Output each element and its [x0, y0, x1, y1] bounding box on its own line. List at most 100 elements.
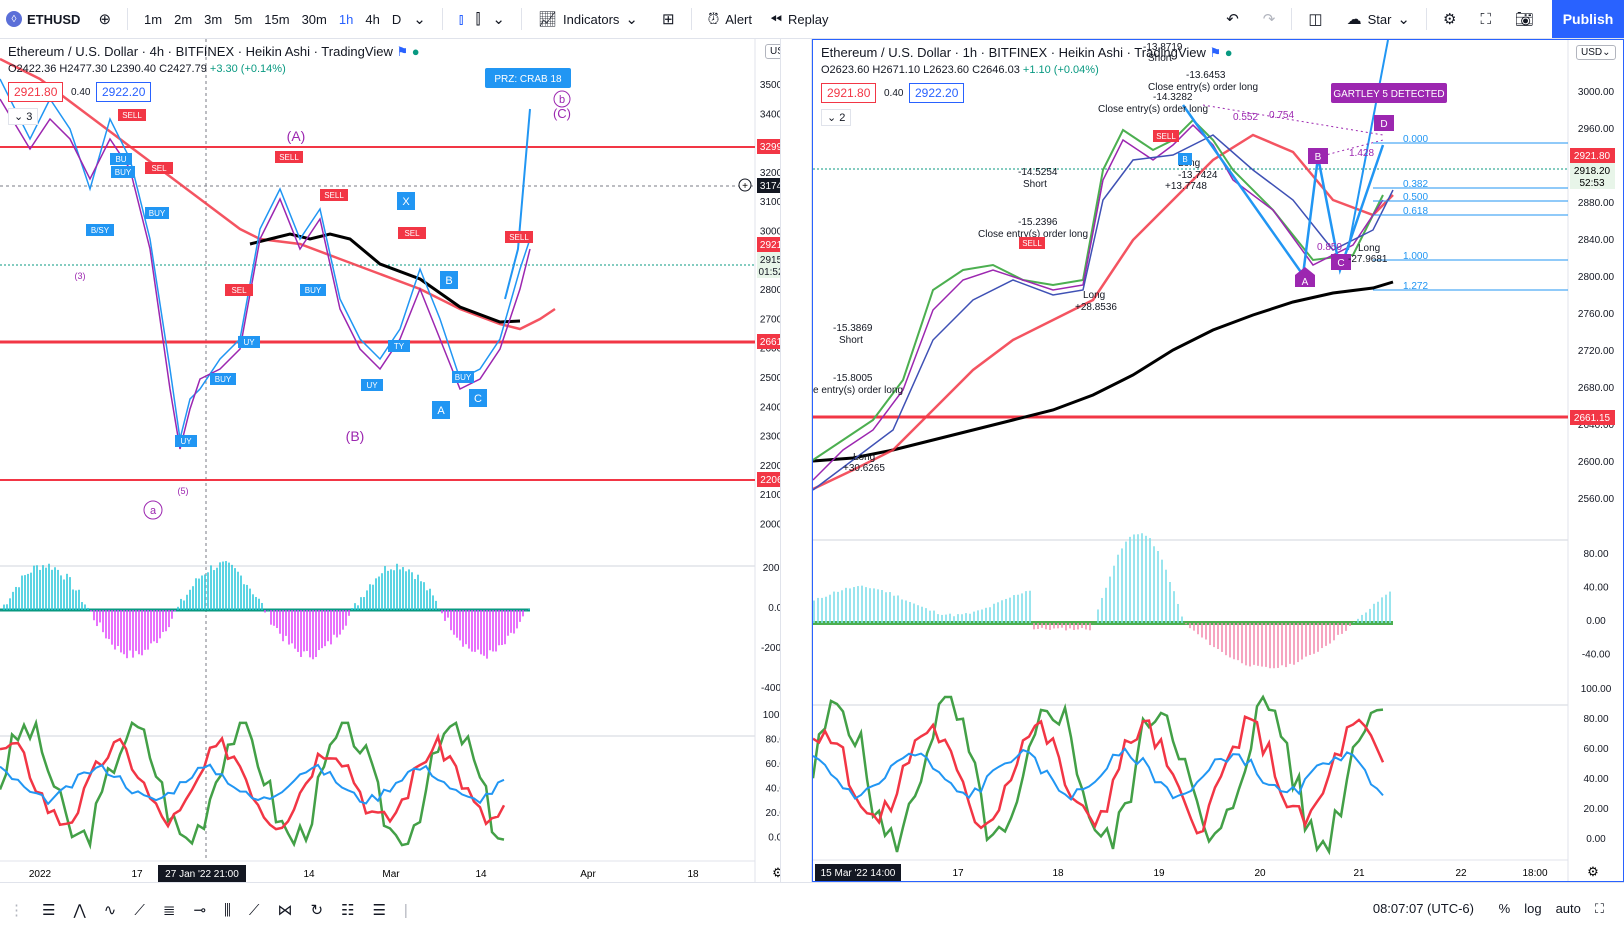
point-a-marker[interactable] [1295, 267, 1315, 287]
right-chart-legend[interactable]: Ethereum / U.S. Dollar · 1h · BITFINEX ·… [821, 45, 1233, 61]
fib-level-label: 0.000 [1403, 134, 1428, 145]
candles-icon: ⫿ [475, 10, 481, 28]
gartley-banner[interactable] [1331, 83, 1447, 103]
time-tick: 20 [1254, 868, 1266, 879]
right-chart-canvas[interactable]: 0.000 0.382 0.500 0.618 1.000 1.272 A B C D G… [813, 40, 1623, 881]
replay-button[interactable]: ⏪︎ Replay [758, 0, 834, 39]
osc-tick: -200.00 [761, 643, 780, 654]
bar-timer: 52:53 [1579, 178, 1604, 189]
compare-button[interactable]: ⊕ [86, 0, 123, 39]
snapshot-button[interactable]: 📷︎ [1503, 0, 1546, 39]
left-chart-legend[interactable]: Ethereum / U.S. Dollar · 4h · BITFINEX ·… [8, 44, 420, 60]
clock[interactable]: 08:07:07 (UTC-6) [1372, 901, 1474, 916]
chevron-down-icon: ⌄ [14, 111, 24, 123]
left-currency-select[interactable]: USD⌄ [765, 44, 780, 59]
trend-line-icon[interactable]: ⟋ [134, 901, 145, 919]
pattern-x-box[interactable] [397, 192, 415, 210]
symbol-label: ETHUSD [27, 11, 81, 27]
pattern-icon[interactable]: ⋀ [73, 902, 86, 919]
time-tick: 17 [952, 868, 964, 879]
auto-scale-button[interactable]: auto [1555, 901, 1581, 916]
interval-1h[interactable]: 1h [338, 11, 354, 27]
left-time-axis[interactable]: 2022 17 14 Mar 14 Apr 18 [29, 869, 699, 880]
alert-button[interactable]: ⏰︎ Alert [696, 0, 758, 39]
xabcd-icon[interactable]: ⋈ [277, 902, 293, 919]
interval-D[interactable]: D [391, 11, 402, 27]
interval-15m[interactable]: 15m [264, 11, 290, 27]
interval-5m[interactable]: 5m [234, 11, 253, 27]
right-osc-axis[interactable]: 80.00 40.00 0.00 -40.00 [1582, 549, 1611, 661]
chart-type-button[interactable]: ⫾ ⫿ ⌄ [447, 0, 517, 39]
right-time-axis[interactable]: 17 18 19 20 21 22 18:00 [952, 868, 1548, 879]
pattern-b-box[interactable] [440, 271, 458, 289]
right-currency-select[interactable]: USD⌄ [1576, 45, 1616, 60]
ema-mid-line [0, 98, 531, 450]
rsi-tick: 60.00 [765, 759, 780, 770]
fib-icon[interactable]: ≣ [162, 902, 176, 919]
templates-button[interactable]: ⊞ [650, 0, 687, 39]
time-tick: 17 [131, 869, 143, 880]
publish-button[interactable]: Publish [1552, 0, 1624, 38]
flag-icon[interactable]: ⚑ [396, 44, 409, 59]
left-chart-panel[interactable]: PRZ: CRAB 18 b (C) (A) (B) a (3) (5) X B… [0, 39, 780, 882]
pattern-c-box[interactable] [469, 389, 487, 407]
fullscreen-button[interactable]: ⛶ [1468, 0, 1503, 39]
interval-2m[interactable]: 2m [174, 11, 193, 27]
interval-1m[interactable]: 1m [144, 11, 163, 27]
drag-handle-icon[interactable]: ⋮ [9, 902, 24, 919]
flag-icon[interactable]: ⚑ [1209, 45, 1222, 60]
rsi-tick: 0.00 [768, 833, 780, 844]
add-alert-icon[interactable] [738, 178, 752, 192]
left-chart-canvas[interactable]: PRZ: CRAB 18 b (C) (A) (B) a (3) (5) X B… [0, 39, 780, 882]
layout-button[interactable]: ◫ [1296, 0, 1334, 39]
pattern-x-label: X [402, 196, 410, 208]
prz-label-box[interactable] [485, 68, 571, 88]
elliott-wave-icon[interactable]: ∿ [103, 902, 117, 919]
point-b-marker[interactable] [1308, 148, 1328, 164]
settings-list-icon[interactable]: ☰ [372, 902, 386, 919]
interval-4h[interactable]: 4h [365, 11, 380, 27]
settings-button[interactable]: ⚙︎ [1431, 0, 1468, 39]
right-chart-panel[interactable]: 0.000 0.382 0.500 0.618 1.000 1.272 A B C D G… [812, 39, 1624, 882]
bars-icon[interactable]: ⫼ [224, 901, 231, 919]
svg-text:UY: UY [180, 437, 192, 446]
left-buy-button[interactable]: 2922.20 [96, 82, 152, 102]
undo-button[interactable]: ↶ [1214, 0, 1251, 39]
list-icon[interactable]: ☷ [341, 902, 355, 919]
symbol-search[interactable]: ◊ ETHUSD [0, 0, 86, 39]
cycle-icon[interactable]: ↻ [310, 902, 324, 919]
interval-30m[interactable]: 30m [301, 11, 327, 27]
save-layout-button[interactable]: ☁︎ Star ⌄ [1335, 0, 1422, 39]
chevron-down-icon: ⌄ [827, 112, 837, 124]
indicators-button[interactable]: 📈︎ Indicators ⌄ [526, 0, 650, 39]
price-tick: 3000.00 [760, 227, 780, 238]
svg-text:SELL: SELL [1156, 132, 1176, 141]
percent-scale-button[interactable]: % [1498, 901, 1511, 916]
rsi-lines [813, 694, 1385, 856]
chart-splitter[interactable] [780, 39, 812, 882]
log-scale-button[interactable]: log [1524, 901, 1542, 916]
menu-icon[interactable]: ☰ [42, 902, 56, 919]
interval-3m[interactable]: 3m [204, 11, 223, 27]
fullscreen-icon[interactable]: ⛶ [1594, 901, 1604, 916]
left-sell-button[interactable]: 2921.80 [8, 82, 64, 102]
right-indicator-toggle[interactable]: ⌄ 2 [821, 109, 852, 126]
pattern-a-box[interactable] [432, 401, 450, 419]
horizontal-line-icon[interactable]: ⊸ [193, 902, 207, 919]
gear-icon[interactable]: ⚙ [1587, 864, 1599, 879]
chevron-down-icon[interactable]: ⌄ [413, 11, 426, 28]
redo-button[interactable]: ↷ [1251, 0, 1288, 39]
left-osc-axis[interactable]: 200.00 0.00 -200.00 -400.00 [761, 563, 780, 694]
gear-icon[interactable]: ⚙ [772, 865, 780, 880]
point-d-label: D [1380, 119, 1387, 130]
right-rsi-axis[interactable]: 100.00 80.00 60.00 40.00 20.00 0.00 [1581, 684, 1612, 845]
point-d-marker[interactable] [1374, 115, 1394, 131]
left-rsi-axis[interactable]: 100.00 80.00 60.00 40.00 20.00 0.00 [763, 710, 780, 844]
fib-level-label: 1.000 [1403, 251, 1428, 262]
ray-icon[interactable]: ⟋ [248, 901, 260, 919]
fib-levels[interactable]: 0.000 0.382 0.500 0.618 1.000 1.272 [1373, 134, 1568, 292]
right-sell-button[interactable]: 2921.80 [821, 83, 877, 103]
left-indicator-toggle[interactable]: ⌄ 3 [8, 108, 39, 125]
point-c-marker[interactable] [1331, 254, 1351, 270]
right-buy-button[interactable]: 2922.20 [909, 83, 965, 103]
